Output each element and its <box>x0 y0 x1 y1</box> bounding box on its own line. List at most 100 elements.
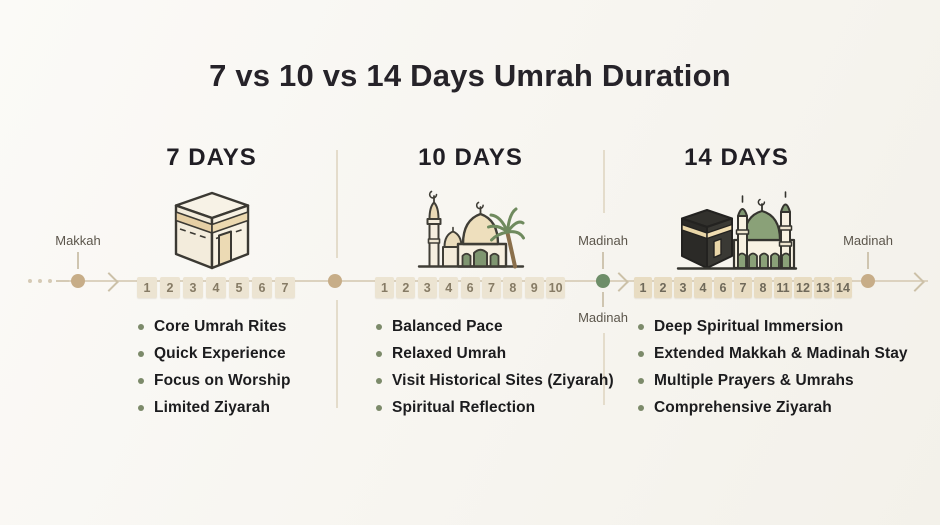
bullet-text: Extended Makkah & Madinah Stay <box>654 344 908 362</box>
list-item: Visit Historical Sites (Ziyarah) <box>376 367 614 394</box>
bullet-text: Multiple Prayers & Umrahs <box>654 371 854 389</box>
day-box: 4 <box>694 277 712 298</box>
madinah-marker-dot <box>596 274 610 288</box>
column-divider-right-lower <box>603 333 605 405</box>
day-box: 1 <box>634 277 652 298</box>
day-box: 3 <box>674 277 692 298</box>
column-7-days-title: 7 DAYS <box>166 144 257 171</box>
bullet-text: Core Umrah Rites <box>154 317 287 335</box>
day-box: 1 <box>137 277 157 298</box>
madinah-label-top: Madinah <box>578 233 628 248</box>
column-divider-left <box>336 150 338 258</box>
bullet-dot-icon <box>376 350 382 357</box>
bullet-text: Limited Ziyarah <box>154 398 271 416</box>
makkah-label: Makkah <box>55 233 101 248</box>
list-item: Multiple Prayers & Umrahs <box>638 367 908 394</box>
timeline-dash-segment <box>56 280 69 282</box>
column-divider-left-lower <box>336 300 338 408</box>
list-item: Relaxed Umrah <box>376 340 614 367</box>
day-box: 7 <box>275 277 295 298</box>
day-box: 3 <box>417 277 437 298</box>
arrow-right-icon <box>905 272 925 292</box>
list-item: Balanced Pace <box>376 313 614 340</box>
list-item: Deep Spiritual Immersion <box>638 313 908 340</box>
day-box: 7 <box>481 277 501 298</box>
madinah-end-tick <box>867 252 869 269</box>
bullet-text: Quick Experience <box>154 344 286 362</box>
list-item: Quick Experience <box>138 340 291 367</box>
day-box: 13 <box>814 277 832 298</box>
arrow-right-icon <box>99 272 119 292</box>
list-item: Extended Makkah & Madinah Stay <box>638 340 908 367</box>
list-item: Spiritual Reflection <box>376 394 614 421</box>
day-box: 14 <box>834 277 852 298</box>
day-box: 2 <box>396 277 416 298</box>
timeline-dotted-segment <box>28 279 32 283</box>
bullet-dot-icon <box>138 350 144 357</box>
bullet-dot-icon <box>638 404 644 411</box>
list-item: Comprehensive Ziyarah <box>638 394 908 421</box>
transition-marker-dot <box>328 274 342 288</box>
day-box: 2 <box>654 277 672 298</box>
column-14-days-header-block: 14 DAYS <box>629 144 844 270</box>
bullet-dot-icon <box>638 323 644 330</box>
bullet-dot-icon <box>376 323 382 330</box>
kaaba-mosque-icon <box>629 186 844 270</box>
column-7-days-header-block: 7 DAYS <box>104 144 319 270</box>
kaaba-icon <box>104 186 319 270</box>
day-box: 9 <box>524 277 544 298</box>
bullet-text: Comprehensive Ziyarah <box>654 398 832 416</box>
bullet-dot-icon <box>376 404 382 411</box>
day-box: 3 <box>183 277 203 298</box>
page-title: 7 vs 10 vs 14 Days Umrah Duration <box>209 58 731 93</box>
bullet-text: Balanced Pace <box>392 317 503 335</box>
madinah-end-marker-dot <box>861 274 875 288</box>
column-10-days-header-block: 10 DAYS <box>363 144 578 270</box>
day-box: 4 <box>439 277 459 298</box>
day-box: 1 <box>375 277 394 298</box>
madinah-mid-tick-top <box>602 252 604 269</box>
day-box: 10 <box>546 277 566 298</box>
makkah-marker-dot <box>71 274 85 288</box>
timeline-dotted-segment <box>48 279 52 283</box>
day-box: 2 <box>160 277 180 298</box>
bullet-text: Deep Spiritual Immersion <box>654 317 844 335</box>
bullet-list-7-days: Core Umrah Rites Quick Experience Focus on… <box>138 313 291 421</box>
bullet-text: Focus on Worship <box>154 371 291 389</box>
timeline-dotted-segment <box>38 279 42 283</box>
day-box: 7 <box>734 277 752 298</box>
list-item: Limited Ziyarah <box>138 394 291 421</box>
column-10-days-title: 10 DAYS <box>418 144 523 171</box>
bullet-dot-icon <box>138 323 144 330</box>
day-box: 5 <box>229 277 249 298</box>
day-box: 4 <box>206 277 226 298</box>
day-box: 8 <box>503 277 523 298</box>
bullet-dot-icon <box>138 404 144 411</box>
bullet-dot-icon <box>638 377 644 384</box>
day-box: 6 <box>714 277 732 298</box>
day-row-10: 1 2 3 4 6 7 8 9 10 <box>375 277 566 298</box>
bullet-text: Spiritual Reflection <box>392 398 536 416</box>
column-divider-right <box>603 150 605 213</box>
list-item: Focus on Worship <box>138 367 291 394</box>
arrow-right-icon <box>609 272 629 292</box>
day-box: 11 <box>774 277 792 298</box>
madinah-label-bottom: Madinah <box>578 310 628 325</box>
day-box: 8 <box>754 277 772 298</box>
day-box: 12 <box>794 277 812 298</box>
bullet-text: Relaxed Umrah <box>392 344 507 362</box>
column-14-days-title: 14 DAYS <box>684 144 789 171</box>
madinah-mid-tick-bottom <box>602 292 604 307</box>
bullet-dot-icon <box>138 377 144 384</box>
list-item: Core Umrah Rites <box>138 313 291 340</box>
day-box: 6 <box>460 277 480 298</box>
bullet-text: Visit Historical Sites (Ziyarah) <box>392 371 614 389</box>
makkah-tick <box>77 252 79 269</box>
bullet-dot-icon <box>638 350 644 357</box>
mosque-palm-icon <box>363 186 578 270</box>
day-box: 6 <box>252 277 272 298</box>
bullet-list-14-days: Deep Spiritual Immersion Extended Makkah … <box>638 313 908 421</box>
day-row-14: 1 2 3 4 6 7 8 11 12 13 14 <box>634 277 852 298</box>
